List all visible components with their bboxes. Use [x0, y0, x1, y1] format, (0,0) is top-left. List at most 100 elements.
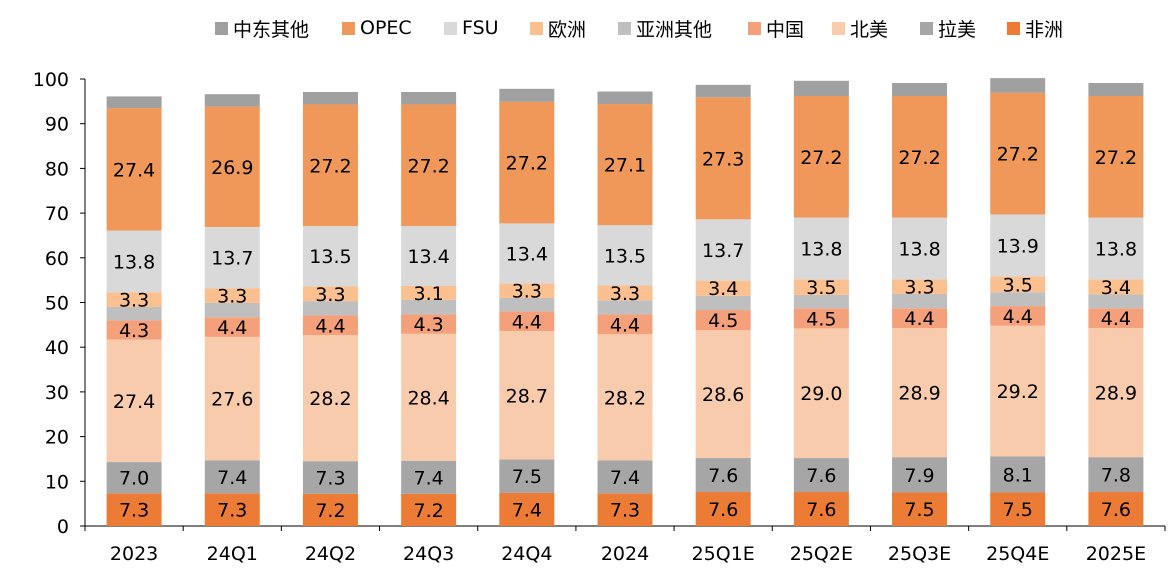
bar-segment — [892, 217, 948, 280]
bar-segment — [990, 325, 1046, 457]
data-label: 4.4 — [610, 314, 640, 336]
legend-swatch — [748, 21, 761, 35]
data-label: 27.3 — [702, 148, 744, 170]
bar-stack-2023: 7.3 7.0 27.4 4.3 3.3 13.8 27.4 — [106, 96, 162, 526]
x-tick-label: 25Q3E — [888, 543, 951, 565]
legend-swatch — [618, 21, 631, 35]
bar-segment — [204, 317, 260, 337]
y-tick-label: 100 — [33, 69, 69, 91]
bar-segment — [597, 300, 653, 315]
data-label: 4.4 — [315, 315, 345, 337]
data-label: 7.4 — [414, 467, 444, 489]
data-label: 4.4 — [512, 311, 542, 333]
bar-stack-2024: 7.3 7.4 28.2 4.4 3.3 13.5 27.1 — [597, 91, 653, 526]
legend-item: 欧洲 — [530, 14, 586, 42]
legend-item: 亚洲其他 — [618, 14, 712, 42]
data-label: 27.4 — [113, 159, 155, 181]
legend-swatch — [920, 21, 933, 35]
data-label: 27.2 — [309, 155, 351, 177]
bar-segment — [1088, 327, 1144, 458]
bar-segment — [1088, 217, 1144, 280]
y-tick-label: 40 — [45, 337, 69, 359]
data-label: 28.2 — [604, 387, 646, 409]
bar-segment — [401, 333, 457, 461]
bar-segment — [695, 295, 751, 311]
bar-segment — [597, 91, 653, 105]
data-label: 13.5 — [309, 246, 351, 268]
x-tick-label: 2024 — [601, 543, 649, 565]
data-label: 13.8 — [113, 251, 155, 273]
bar-segment — [597, 493, 653, 526]
bar-segment — [106, 462, 162, 494]
bar-segment — [892, 95, 948, 218]
y-tick-label: 0 — [57, 516, 69, 538]
data-label: 7.8 — [1101, 465, 1131, 487]
legend-item: 拉美 — [920, 14, 976, 42]
data-label: 3.4 — [1101, 277, 1131, 299]
legend-label: OPEC — [360, 17, 412, 39]
bar-segment — [499, 298, 555, 312]
legend-label: 北美 — [850, 18, 889, 41]
bar-segment — [302, 226, 358, 287]
bar-segment — [793, 95, 849, 218]
data-label: 7.9 — [904, 465, 934, 487]
bar-stack-24Q2: 7.2 7.3 28.2 4.4 3.3 13.5 27.2 — [302, 91, 358, 526]
bar-segment — [106, 96, 162, 109]
bar-segment — [597, 334, 653, 461]
y-tick-label: 60 — [45, 248, 69, 270]
data-label: 28.9 — [1095, 383, 1137, 405]
data-label: 3.5 — [1003, 274, 1033, 296]
x-tick-label: 24Q1 — [207, 543, 258, 565]
data-label: 27.4 — [113, 391, 155, 413]
data-label: 3.1 — [414, 283, 444, 305]
y-tick-label: 70 — [45, 203, 69, 225]
bar-segment — [695, 310, 751, 331]
bar-stack-24Q3: 7.2 7.4 28.4 4.3 3.1 13.4 27.2 — [401, 91, 457, 526]
y-tick-label: 20 — [45, 427, 69, 449]
bar-segment — [990, 292, 1046, 307]
bar-segment — [204, 336, 260, 461]
data-label: 7.2 — [414, 500, 444, 522]
bar-segment — [597, 314, 653, 335]
legend-label: 非洲 — [1025, 18, 1064, 41]
bar-segment — [499, 459, 555, 493]
bar-segment — [892, 279, 948, 295]
data-label: 27.2 — [407, 155, 449, 177]
data-label: 13.8 — [898, 238, 940, 260]
legend-swatch — [530, 21, 543, 35]
data-label: 7.6 — [708, 465, 738, 487]
bar-segment — [401, 493, 457, 526]
data-label: 3.3 — [119, 290, 149, 312]
bar-stack-25Q4E: 7.5 8.1 29.2 4.4 3.5 13.9 27.2 — [990, 78, 1046, 526]
bar-segment — [695, 219, 751, 281]
bar-segment — [204, 226, 260, 289]
data-label: 3.3 — [315, 284, 345, 306]
legend-label: 拉美 — [938, 18, 977, 41]
data-label: 4.5 — [708, 310, 738, 332]
data-label: 4.4 — [217, 317, 247, 339]
bar-segment — [695, 97, 751, 220]
bar-segment — [204, 493, 260, 526]
data-label: 7.3 — [315, 468, 345, 490]
data-label: 4.5 — [806, 308, 836, 330]
legend-swatch — [444, 21, 457, 35]
bar-segment — [302, 104, 358, 227]
data-label: 27.2 — [506, 153, 548, 175]
bar-segment — [1088, 83, 1144, 96]
data-label: 27.2 — [997, 144, 1039, 166]
bar-segment — [990, 306, 1046, 326]
y-tick-label: 90 — [45, 114, 69, 136]
bar-segment — [793, 217, 849, 280]
data-label: 28.7 — [506, 385, 548, 407]
data-label: 13.8 — [1095, 238, 1137, 260]
x-tick-label: 2023 — [110, 543, 158, 565]
data-label: 7.4 — [610, 467, 640, 489]
bar-segment — [302, 335, 358, 462]
data-label: 7.6 — [1101, 499, 1131, 521]
bar-segment — [302, 315, 358, 336]
bar-segment — [302, 91, 358, 105]
data-label: 7.3 — [610, 500, 640, 522]
data-label: 13.9 — [997, 236, 1039, 258]
data-label: 3.5 — [806, 277, 836, 299]
bar-segment — [302, 493, 358, 526]
